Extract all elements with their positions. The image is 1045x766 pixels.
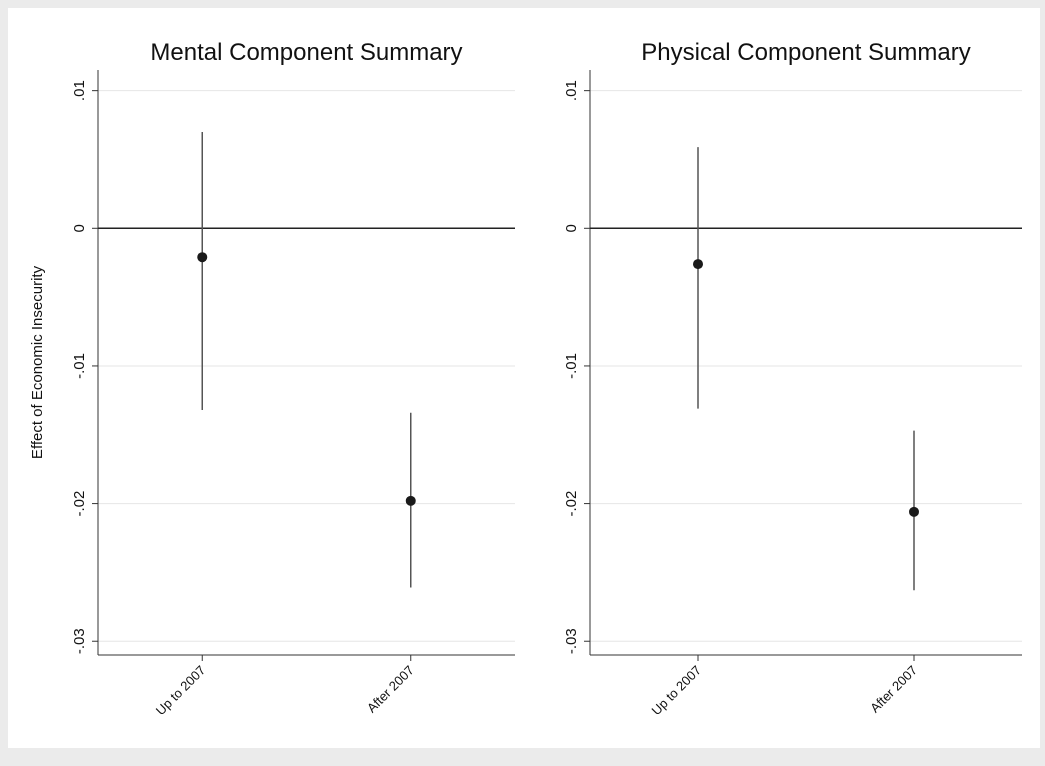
chart-title: Mental Component Summary [150,39,462,66]
y-tick-label: -.03 [71,628,88,654]
y-tick-label: -.03 [563,628,580,654]
y-tick-label: 0 [71,224,88,232]
y-tick-label: -.02 [71,491,88,517]
y-tick-label: 0 [563,224,580,232]
y-tick-label: -.02 [563,491,580,517]
chart-title: Physical Component Summary [641,39,970,66]
y-tick-label: -.01 [563,353,580,379]
y-tick-label: .01 [563,80,580,101]
point-estimate [909,506,919,517]
y-tick-label: -.01 [71,353,88,379]
plot-background [8,8,1040,748]
point-estimate [197,252,208,263]
point-estimate [405,495,416,506]
y-tick-label: .01 [71,80,88,101]
y-axis-title: Effect of Economic Insecurity [29,265,46,459]
point-estimate [693,259,703,270]
